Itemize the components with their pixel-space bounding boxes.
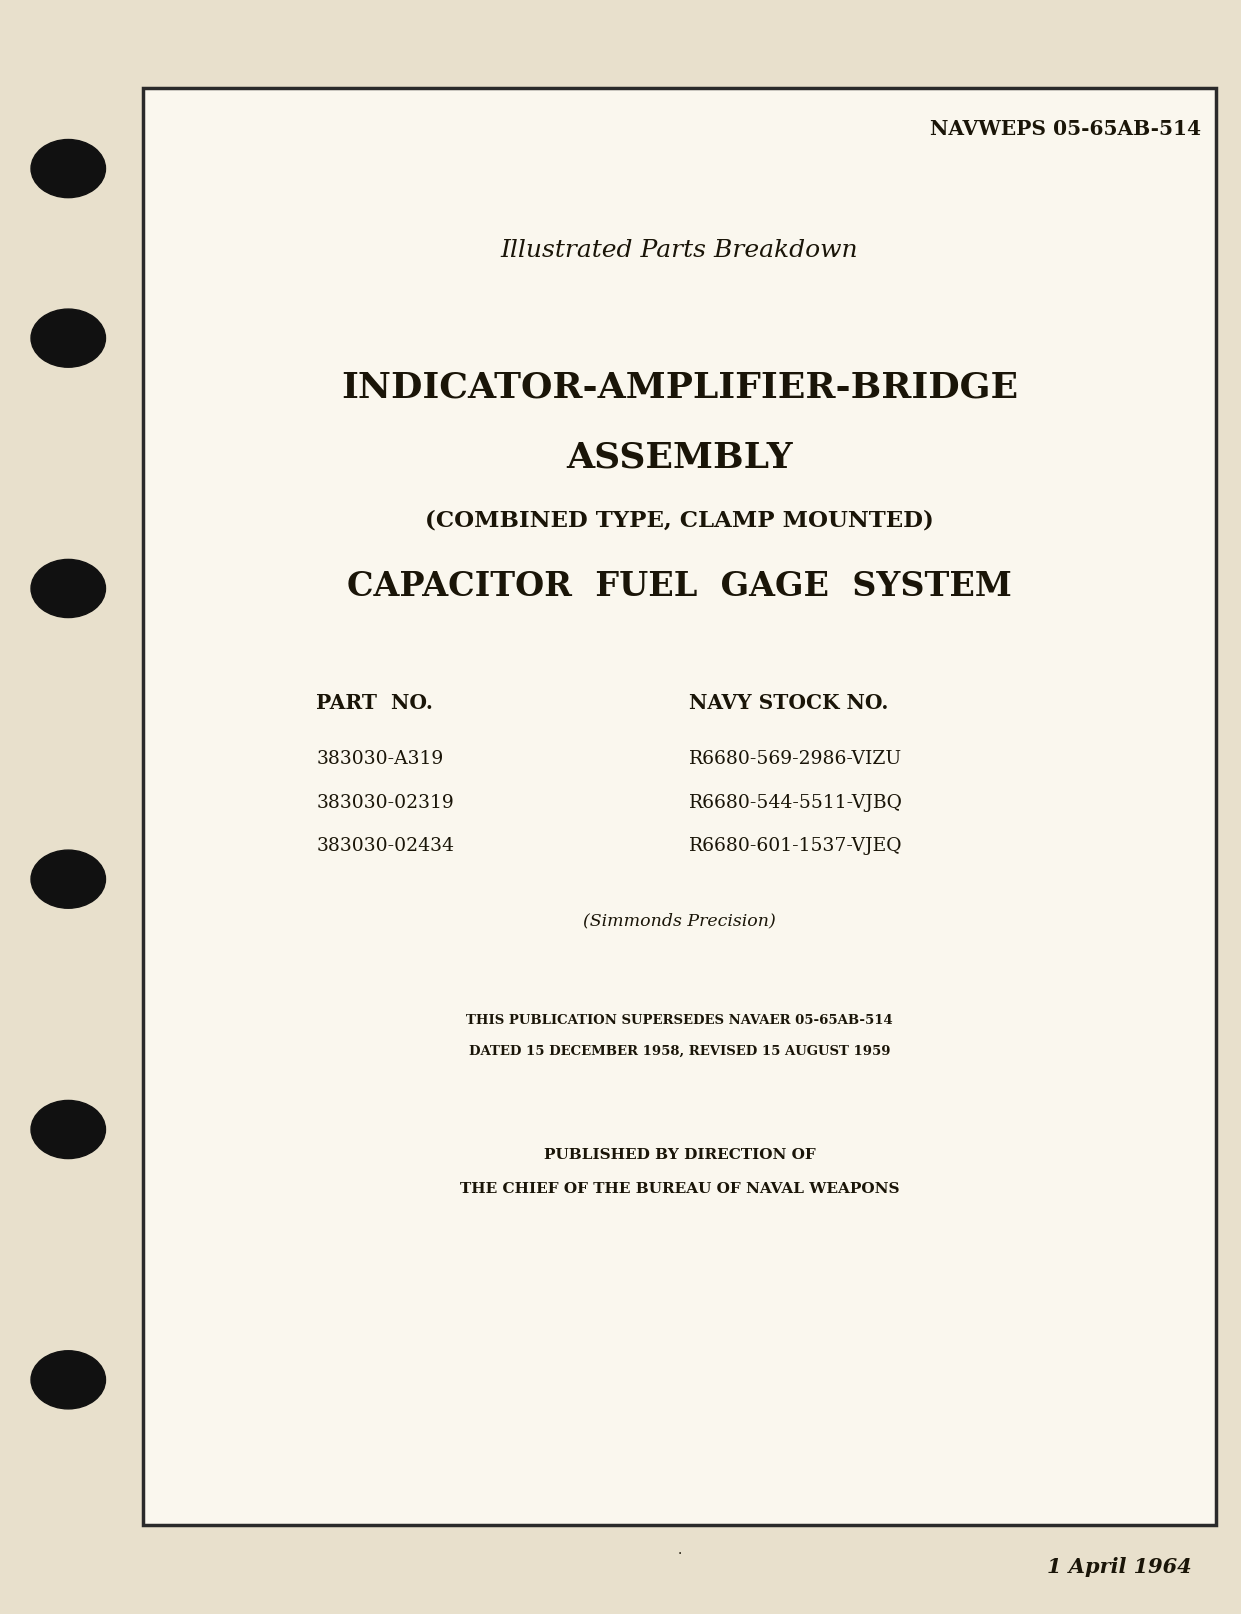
Text: PUBLISHED BY DIRECTION OF: PUBLISHED BY DIRECTION OF — [544, 1148, 815, 1160]
Text: (COMBINED TYPE, CLAMP MOUNTED): (COMBINED TYPE, CLAMP MOUNTED) — [426, 508, 933, 531]
Text: INDICATOR-AMPLIFIER-BRIDGE: INDICATOR-AMPLIFIER-BRIDGE — [341, 370, 1018, 405]
Text: THIS PUBLICATION SUPERSEDES NAVAER 05-65AB-514: THIS PUBLICATION SUPERSEDES NAVAER 05-65… — [467, 1014, 892, 1027]
Text: NAVY STOCK NO.: NAVY STOCK NO. — [689, 692, 889, 712]
Ellipse shape — [31, 1351, 105, 1409]
Ellipse shape — [31, 1101, 105, 1159]
Text: R6680-601-1537-VJEQ: R6680-601-1537-VJEQ — [689, 836, 902, 855]
Text: R6680-544-5511-VJBQ: R6680-544-5511-VJBQ — [689, 792, 902, 812]
Ellipse shape — [31, 560, 105, 618]
Ellipse shape — [31, 140, 105, 199]
Text: 383030-A319: 383030-A319 — [316, 749, 444, 768]
Text: THE CHIEF OF THE BUREAU OF NAVAL WEAPONS: THE CHIEF OF THE BUREAU OF NAVAL WEAPONS — [459, 1181, 900, 1194]
Ellipse shape — [31, 851, 105, 909]
Text: DATED 15 DECEMBER 1958, REVISED 15 AUGUST 1959: DATED 15 DECEMBER 1958, REVISED 15 AUGUS… — [469, 1044, 890, 1057]
Text: NAVWEPS 05-65AB-514: NAVWEPS 05-65AB-514 — [931, 119, 1201, 139]
Ellipse shape — [31, 310, 105, 368]
Text: (Simmonds Precision): (Simmonds Precision) — [583, 912, 776, 928]
Text: 383030-02319: 383030-02319 — [316, 792, 454, 812]
Text: CAPACITOR  FUEL  GAGE  SYSTEM: CAPACITOR FUEL GAGE SYSTEM — [347, 570, 1011, 602]
Text: R6680-569-2986-VIZU: R6680-569-2986-VIZU — [689, 749, 902, 768]
FancyBboxPatch shape — [143, 89, 1216, 1525]
Text: .: . — [678, 1543, 681, 1556]
Text: 1 April 1964: 1 April 1964 — [1046, 1556, 1191, 1575]
Text: 383030-02434: 383030-02434 — [316, 836, 454, 855]
Text: ASSEMBLY: ASSEMBLY — [566, 439, 793, 475]
Text: PART  NO.: PART NO. — [316, 692, 433, 712]
Text: Illustrated Parts Breakdown: Illustrated Parts Breakdown — [500, 239, 859, 261]
